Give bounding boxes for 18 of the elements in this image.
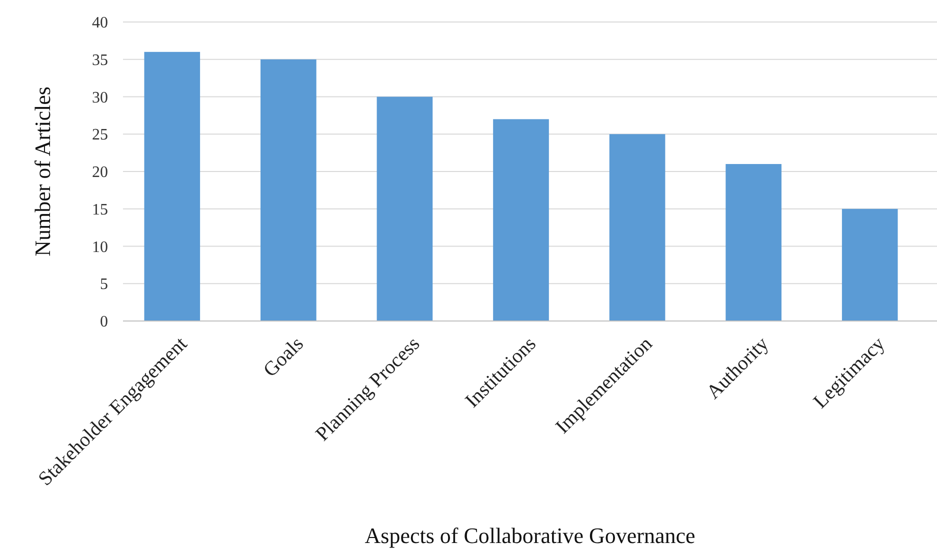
y-tick-label: 25: [92, 126, 108, 144]
y-tick-label: 5: [100, 276, 108, 294]
y-axis-title: Number of Articles: [30, 86, 55, 256]
y-tick-label: 15: [92, 201, 108, 218]
bar: [726, 164, 782, 321]
bar: [260, 59, 316, 321]
x-axis-title: Aspects of Collaborative Governance: [364, 523, 696, 548]
bar: [842, 208, 898, 321]
y-tick-label: 30: [92, 89, 108, 106]
bar: [493, 119, 549, 321]
y-tick-label: 35: [92, 52, 108, 69]
bar: [609, 134, 666, 321]
y-tick-label: 20: [92, 164, 108, 182]
bar: [376, 96, 433, 321]
y-tick-label: 0: [100, 314, 108, 331]
bar: [144, 52, 200, 321]
y-tick-label: 40: [92, 14, 108, 32]
y-tick-label: 10: [92, 238, 108, 256]
